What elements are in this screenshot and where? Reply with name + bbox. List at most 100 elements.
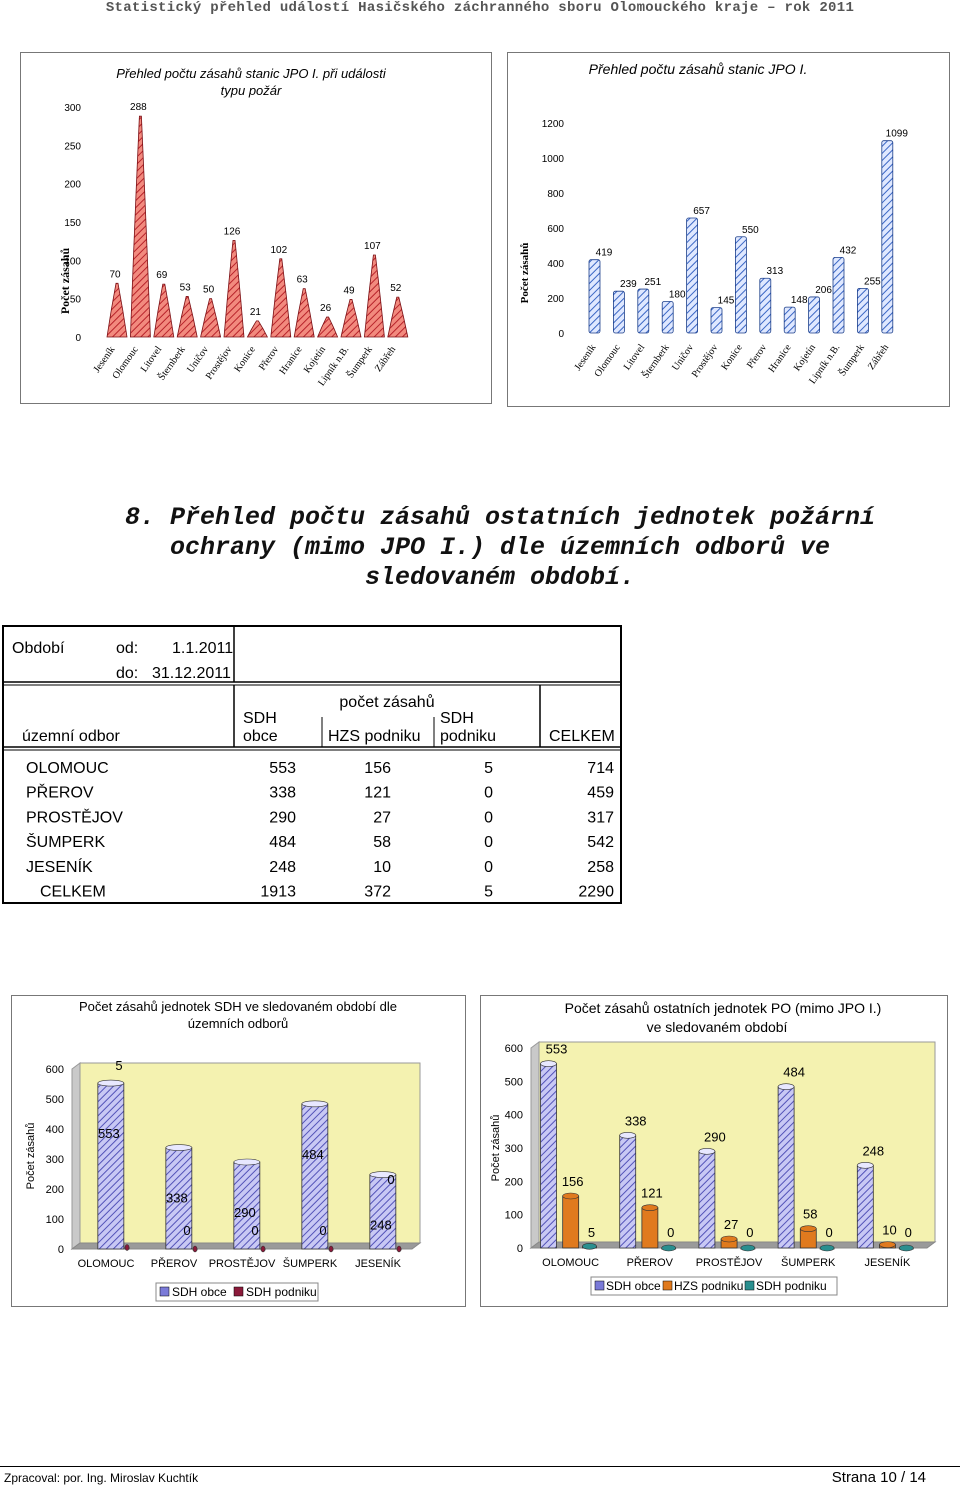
legend-sdh-podniku: SDH podniku bbox=[756, 1279, 827, 1293]
data-label: 0 bbox=[905, 1225, 912, 1240]
bar-olomouc bbox=[613, 290, 625, 334]
y-tick-label: 400 bbox=[547, 259, 564, 270]
data-label: 338 bbox=[166, 1191, 188, 1206]
data-label: 58 bbox=[803, 1207, 817, 1222]
y-axis-label: Počet zásahů bbox=[519, 243, 531, 304]
bar-sternberk bbox=[176, 295, 198, 338]
y-tick-label: 400 bbox=[46, 1124, 64, 1136]
data-label: 0 bbox=[387, 1172, 394, 1187]
x-tick-label: PŘEROV bbox=[151, 1257, 198, 1270]
bar-zabreh bbox=[881, 140, 894, 334]
y-axis-label: Počet zásahů bbox=[58, 248, 72, 315]
bar-jesenik bbox=[106, 282, 128, 338]
bar-top bbox=[582, 1243, 597, 1250]
chart-fire-interventions-svg: Přehled počtu zásahů stanic JPO I. při u… bbox=[58, 66, 409, 388]
chart-title-line2: ve sledovaném období bbox=[647, 1019, 788, 1035]
legend-swatch-sdh-podniku bbox=[744, 1280, 755, 1291]
col-sdh-podniku-2: podniku bbox=[440, 728, 496, 745]
y-tick-label: 600 bbox=[547, 224, 564, 235]
chart-fire-interventions: Přehled počtu zásahů stanic JPO I. při u… bbox=[20, 52, 492, 404]
y-tick-label: 1200 bbox=[542, 119, 565, 130]
bar-prerov bbox=[270, 258, 292, 338]
x-tick-label: PROSTĚJOV bbox=[209, 1257, 276, 1270]
data-label: 121 bbox=[641, 1186, 663, 1201]
data-label: 255 bbox=[864, 276, 881, 287]
bar-kojetin bbox=[808, 296, 821, 334]
period-to-value: 31.12.2011 bbox=[152, 665, 231, 682]
y-axis-label: Počet zásahů bbox=[490, 1115, 502, 1182]
cell-sdh-podniku: 0 bbox=[484, 785, 493, 802]
bar-olomouc bbox=[129, 115, 151, 338]
x-tick-label: JESENÍK bbox=[355, 1257, 402, 1270]
data-label: 156 bbox=[562, 1174, 584, 1189]
cell-hzs: 372 bbox=[364, 884, 391, 901]
section-heading: 8. Přehled počtu zásahů ostatních jednot… bbox=[124, 503, 876, 592]
chart-other-units-interventions-svg: Počet zásahů ostatních jednotek PO (mimo… bbox=[490, 1000, 937, 1296]
cell-total: 714 bbox=[587, 760, 614, 777]
x-tick-label: PŘEROV bbox=[627, 1256, 674, 1269]
bar-top bbox=[396, 1245, 402, 1253]
cell-total: 317 bbox=[587, 809, 614, 826]
period-to-label: do: bbox=[116, 665, 138, 682]
bar-sdh-obce-olomouc bbox=[97, 1082, 125, 1250]
data-label: 484 bbox=[302, 1147, 324, 1162]
x-tick-label: Hranice bbox=[277, 344, 304, 377]
interventions-table-svg: Období od: 1.1.2011 do: 31.12.2011 počet… bbox=[4, 627, 620, 901]
col-sdh-obce-2: obce bbox=[243, 728, 278, 745]
bar-top bbox=[328, 1245, 334, 1253]
chart-jpo-interventions-svg: Přehled počtu zásahů stanic JPO I. Počet… bbox=[519, 61, 908, 386]
data-label: 248 bbox=[370, 1218, 392, 1233]
x-tick-label: Šumperk bbox=[836, 342, 867, 378]
x-tick-label: OLOMOUC bbox=[78, 1258, 135, 1270]
x-tick-label: Olomouc bbox=[592, 342, 623, 379]
cell-sdh-podniku: 5 bbox=[484, 760, 493, 777]
data-label: 5 bbox=[588, 1225, 595, 1240]
bar-lipnik-n-b bbox=[832, 256, 845, 334]
data-label: 338 bbox=[625, 1113, 647, 1128]
cell-hzs: 27 bbox=[373, 809, 391, 826]
cell-region: ŠUMPERK bbox=[26, 832, 105, 851]
bar-top bbox=[819, 1244, 835, 1252]
bar-hranice bbox=[293, 288, 315, 338]
data-label: 70 bbox=[109, 269, 121, 280]
bar-top bbox=[698, 1148, 716, 1155]
y-tick-label: 150 bbox=[64, 218, 81, 229]
cell-sdh-obce: 290 bbox=[269, 809, 296, 826]
cell-region: PROSTĚJOV bbox=[26, 807, 123, 826]
data-label: 26 bbox=[320, 303, 332, 314]
y-tick-label: 100 bbox=[64, 256, 81, 267]
y-tick-label: 200 bbox=[547, 294, 564, 305]
y-tick-label: 300 bbox=[505, 1143, 523, 1155]
x-tick-label: Hranice bbox=[766, 342, 793, 375]
bar-hzs-podniku-olomouc bbox=[562, 1195, 580, 1249]
bar-top bbox=[740, 1244, 756, 1252]
y-tick-label: 0 bbox=[517, 1243, 523, 1255]
data-label: 206 bbox=[815, 285, 832, 296]
chart-title-line2: typu požár bbox=[221, 83, 282, 98]
bar-kojetin bbox=[317, 316, 339, 338]
col-sdh-podniku-1: SDH bbox=[440, 710, 474, 727]
bar-prostejov bbox=[710, 307, 723, 334]
cell-hzs: 156 bbox=[364, 760, 391, 777]
col-region: územní odbor bbox=[22, 728, 121, 745]
cell-total: 258 bbox=[587, 859, 614, 876]
cell-sdh-obce: 1913 bbox=[260, 884, 296, 901]
cell-sdh-podniku: 0 bbox=[484, 809, 493, 826]
data-label: 0 bbox=[251, 1223, 258, 1238]
bar-hzs-podniku-prerov bbox=[641, 1207, 659, 1249]
col-hzs: HZS podniku bbox=[328, 728, 421, 745]
data-label: 145 bbox=[718, 296, 735, 307]
data-label: 313 bbox=[766, 266, 783, 277]
interventions-table: Období od: 1.1.2011 do: 31.12.2011 počet… bbox=[2, 625, 622, 904]
cell-total: 2290 bbox=[578, 884, 614, 901]
bar-top bbox=[799, 1225, 817, 1232]
bar-zabreh bbox=[387, 296, 409, 338]
bar-top bbox=[857, 1162, 874, 1169]
cell-sdh-podniku: 5 bbox=[484, 884, 493, 901]
data-label: 484 bbox=[783, 1065, 805, 1080]
x-tick-label: ŠUMPERK bbox=[781, 1256, 836, 1269]
bar-top bbox=[301, 1100, 329, 1108]
prepared-by: Zpracoval: por. Ing. Miroslav Kuchtík bbox=[4, 1471, 199, 1485]
legend-swatch-sdh-obce bbox=[159, 1286, 170, 1297]
data-label: 148 bbox=[791, 295, 808, 306]
